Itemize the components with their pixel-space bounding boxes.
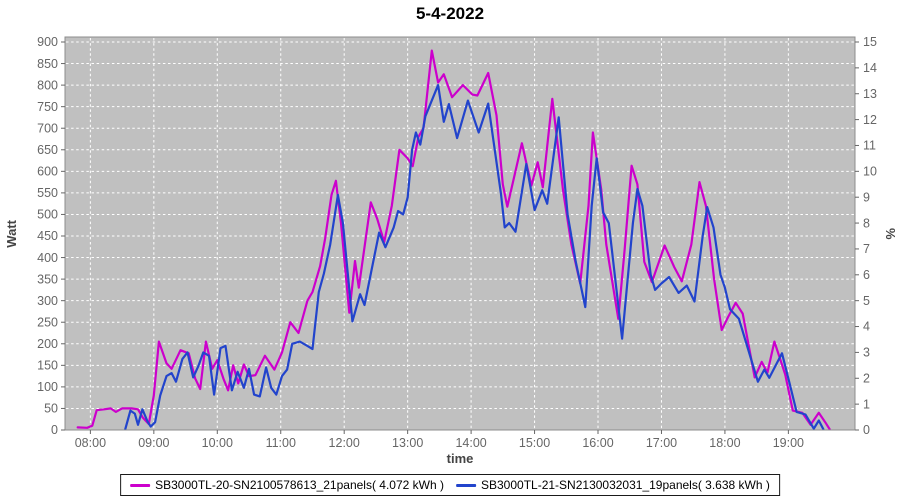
left-tick-label: 450 (37, 229, 58, 243)
right-tick-label: 3 (863, 346, 870, 360)
legend-box: SB3000TL-20-SN2100578613_21panels( 4.072… (120, 474, 780, 496)
right-tick-label: 0 (863, 423, 870, 437)
right-tick-label: 1 (863, 397, 870, 411)
legend-swatch-magenta (130, 483, 151, 487)
bottom-tick-label: 19:00 (773, 436, 804, 450)
right-tick-label: 11 (863, 139, 876, 153)
bottom-tick-label: 08:00 (75, 436, 106, 450)
right-tick-label: 15 (863, 35, 877, 49)
legend-item-inverter-21: SB3000TL-21-SN2130032031_19panels( 3.638… (456, 478, 770, 492)
right-tick-label: 14 (863, 61, 877, 75)
bottom-tick-label: 16:00 (582, 436, 613, 450)
bottom-tick-label: 15:00 (519, 436, 550, 450)
bottom-tick-label: 12:00 (329, 436, 360, 450)
left-tick-label: 200 (37, 337, 58, 351)
left-tick-label: 400 (37, 251, 58, 265)
right-axis-label-text: % (883, 227, 898, 240)
right-tick-label: 5 (863, 294, 870, 308)
left-tick-label: 550 (37, 186, 58, 200)
series-line-1 (124, 83, 825, 431)
bottom-tick-label: 10:00 (202, 436, 233, 450)
bottom-tick-label: 11:00 (266, 436, 296, 450)
legend-item-inverter-20: SB3000TL-20-SN2100578613_21panels( 4.072… (130, 478, 444, 492)
left-axis-label: Watt (4, 37, 19, 430)
left-tick-label: 500 (37, 208, 58, 222)
plot-background (65, 37, 855, 430)
plot-border (64, 36, 856, 431)
right-tick-label: 2 (863, 371, 870, 385)
left-tick-label: 150 (37, 359, 58, 373)
left-tick-label: 900 (37, 35, 58, 49)
right-tick-label: 6 (863, 268, 870, 282)
legend-swatch-blue (456, 483, 476, 487)
left-tick-label: 350 (37, 272, 58, 286)
left-tick-label: 250 (37, 315, 58, 329)
left-tick-label: 850 (37, 57, 58, 71)
left-tick-label: 750 (37, 100, 58, 114)
chart-title: 5-4-2022 (415, 4, 485, 23)
right-tick-label: 9 (863, 190, 870, 204)
right-tick-label: 7 (863, 242, 870, 256)
left-axis-label-text: Watt (4, 219, 19, 248)
bottom-tick-label: 13:00 (392, 436, 423, 450)
legend-label: SB3000TL-21-SN2130032031_19panels( 3.638… (481, 478, 770, 492)
left-tick-label: 100 (37, 380, 58, 394)
bottom-tick-label: 14:00 (455, 436, 486, 450)
left-tick-label: 0 (51, 423, 58, 437)
bottom-tick-label: 09:00 (138, 436, 169, 450)
right-tick-label: 8 (863, 216, 870, 230)
legend-label: SB3000TL-20-SN2100578613_21panels( 4.072… (155, 478, 444, 492)
left-tick-label: 650 (37, 143, 58, 157)
right-tick-label: 12 (863, 113, 877, 127)
left-tick-label: 800 (37, 78, 58, 92)
bottom-tick-label: 17:00 (646, 436, 677, 450)
right-axis-label: % (883, 37, 898, 430)
left-tick-label: 300 (37, 294, 58, 308)
left-tick-label: 50 (44, 402, 58, 416)
right-tick-label: 13 (863, 87, 877, 101)
left-tick-label: 600 (37, 165, 58, 179)
right-tick-label: 10 (863, 165, 877, 179)
right-tick-label: 4 (863, 320, 870, 334)
x-axis-label: time (446, 451, 474, 466)
left-tick-label: 700 (37, 121, 58, 135)
bottom-tick-label: 18:00 (709, 436, 740, 450)
